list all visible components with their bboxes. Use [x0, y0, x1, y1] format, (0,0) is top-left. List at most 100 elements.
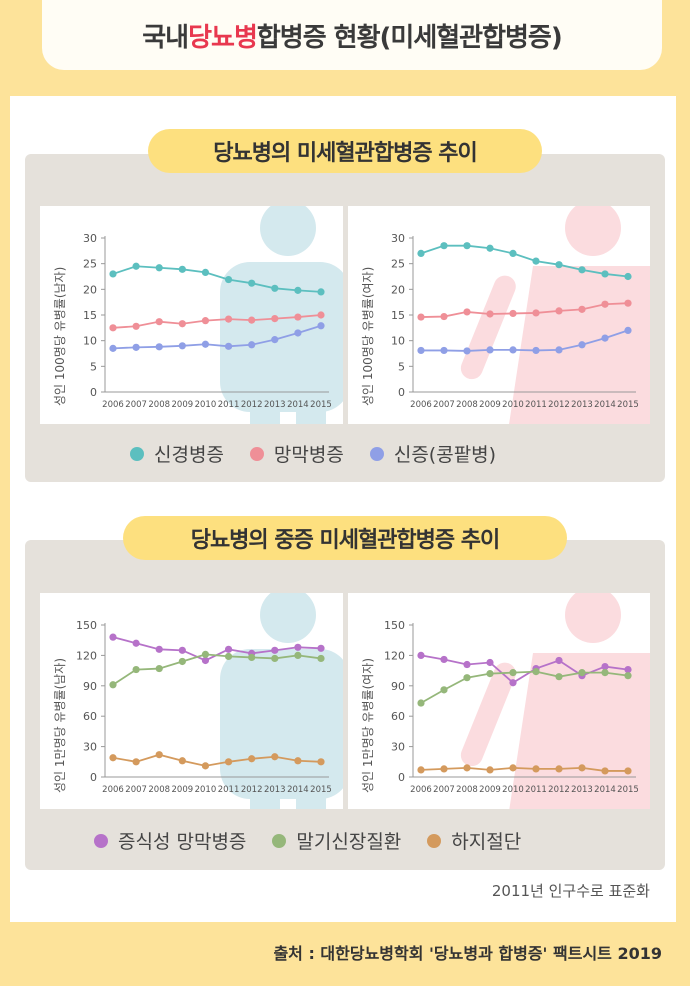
legend-item: 망막병증 — [249, 440, 344, 467]
y-tick-label: 0 — [90, 386, 97, 399]
data-point — [417, 651, 425, 659]
title-pre: 국내 — [142, 22, 189, 53]
data-point — [440, 686, 448, 694]
data-point — [201, 762, 210, 770]
data-point — [463, 674, 471, 682]
data-point — [578, 341, 586, 349]
female-silhouette-icon — [460, 593, 650, 809]
data-point — [201, 340, 210, 348]
chart-male-micro: 0 5 10 15 20 25 30 2006 2007 2008 2009 2010 2011 2012… — [40, 206, 343, 424]
data-point — [486, 346, 494, 354]
series-line — [112, 314, 322, 329]
data-point — [155, 264, 163, 272]
legend-label: 망막병증 — [273, 444, 344, 466]
data-point — [201, 656, 210, 665]
series-line — [420, 302, 629, 318]
section1-legend: 신경병증 망막병증 신증(콩팥병) — [130, 440, 522, 467]
legend-label: 신경병증 — [154, 444, 224, 466]
data-point — [509, 669, 517, 677]
legend-label: 말기신장질환 — [296, 831, 402, 853]
data-point — [509, 346, 517, 354]
data-point — [555, 656, 563, 665]
x-tick-label: 2008 — [456, 785, 478, 795]
data-point — [601, 270, 609, 278]
data-point — [440, 242, 448, 250]
data-point — [601, 662, 609, 671]
data-point — [271, 753, 279, 761]
data-point — [463, 764, 471, 772]
y-tick-label: 25 — [391, 258, 405, 271]
data-point — [601, 334, 609, 342]
x-tick-label: 2006 — [410, 785, 432, 795]
data-point — [224, 315, 233, 323]
y-tick-label: 120 — [384, 649, 405, 662]
chart-svg: 0 5 10 15 20 25 30 2006 2007 2008 2009 2010 2011 2012… — [391, 206, 650, 424]
ylabel-female-severe: 성인 1만명당 유병률(여자) — [361, 657, 375, 793]
data-point — [509, 764, 517, 772]
x-tick-label: 2011 — [218, 400, 240, 410]
chart-male-severe: 0 30 60 90 120 150 2006 2007 2008 2009 2010 2011 201… — [40, 593, 343, 809]
x-tick-label: 2006 — [410, 400, 432, 410]
y-tick-label: 20 — [391, 283, 405, 296]
data-point — [417, 313, 425, 321]
data-point — [317, 758, 325, 766]
y-tick-label: 120 — [76, 649, 97, 662]
data-point — [555, 346, 563, 354]
data-point — [578, 764, 586, 772]
ylabel-female-micro: 성인 100명당 유병률(여자) — [361, 266, 375, 406]
y-tick-label: 60 — [391, 710, 405, 723]
x-tick-label: 2013 — [264, 785, 286, 795]
data-point — [624, 672, 632, 680]
data-point — [578, 669, 586, 677]
series-line — [112, 265, 322, 293]
y-tick-label: 0 — [90, 771, 97, 784]
x-tick-label: 2014 — [594, 785, 616, 795]
infographic-card: 당뇨병의 미세혈관합병증 추이 0 5 10 15 20 25 30 2006 2007 2008… — [10, 96, 676, 922]
data-point — [294, 643, 302, 651]
data-point — [294, 651, 302, 659]
y-tick-label: 25 — [83, 258, 97, 271]
data-point — [555, 261, 563, 269]
y-tick-label: 15 — [391, 309, 405, 322]
page-title: 국내 당뇨병 합병증 현황(미세혈관합병증) — [42, 0, 662, 70]
data-point — [624, 299, 632, 307]
data-point — [486, 670, 494, 678]
data-point — [109, 324, 117, 332]
series-line — [420, 766, 628, 772]
x-tick-label: 2013 — [571, 785, 593, 795]
data-point — [178, 657, 186, 666]
data-point — [271, 646, 279, 654]
y-tick-label: 5 — [398, 360, 405, 373]
data-point — [417, 766, 425, 774]
data-point — [440, 312, 448, 321]
data-point — [178, 342, 186, 350]
x-tick-label: 2009 — [479, 785, 501, 795]
data-point — [132, 758, 140, 766]
x-tick-label: 2007 — [433, 400, 455, 410]
data-point — [132, 322, 140, 330]
data-point — [201, 650, 210, 658]
x-tick-label: 2011 — [525, 400, 547, 410]
x-tick-label: 2013 — [264, 400, 286, 410]
data-point — [132, 665, 140, 674]
chart-female-micro: 0 5 10 15 20 25 30 2006 2007 2008 2009 2010 2011 2012… — [348, 206, 650, 424]
data-point — [486, 244, 494, 252]
standardization-note: 2011년 인구수로 표준화 — [491, 882, 650, 900]
x-tick-label: 2015 — [310, 785, 332, 795]
x-tick-label: 2006 — [102, 400, 124, 410]
data-point — [417, 346, 425, 355]
data-point — [509, 309, 517, 318]
data-point — [317, 654, 325, 663]
data-point — [317, 322, 325, 330]
legend-label: 하지절단 — [451, 831, 522, 853]
data-point — [486, 658, 494, 667]
data-point — [578, 266, 586, 274]
legend-dot-icon — [94, 833, 108, 848]
section1-title: 당뇨병의 미세혈관합병증 추이 — [148, 129, 542, 173]
y-tick-label: 20 — [83, 283, 97, 296]
data-point — [224, 652, 233, 661]
data-point — [248, 316, 256, 324]
data-point — [532, 765, 540, 773]
data-point — [440, 655, 448, 664]
ylabel-male-severe: 성인 1만명당 유병률(남자) — [53, 657, 67, 793]
